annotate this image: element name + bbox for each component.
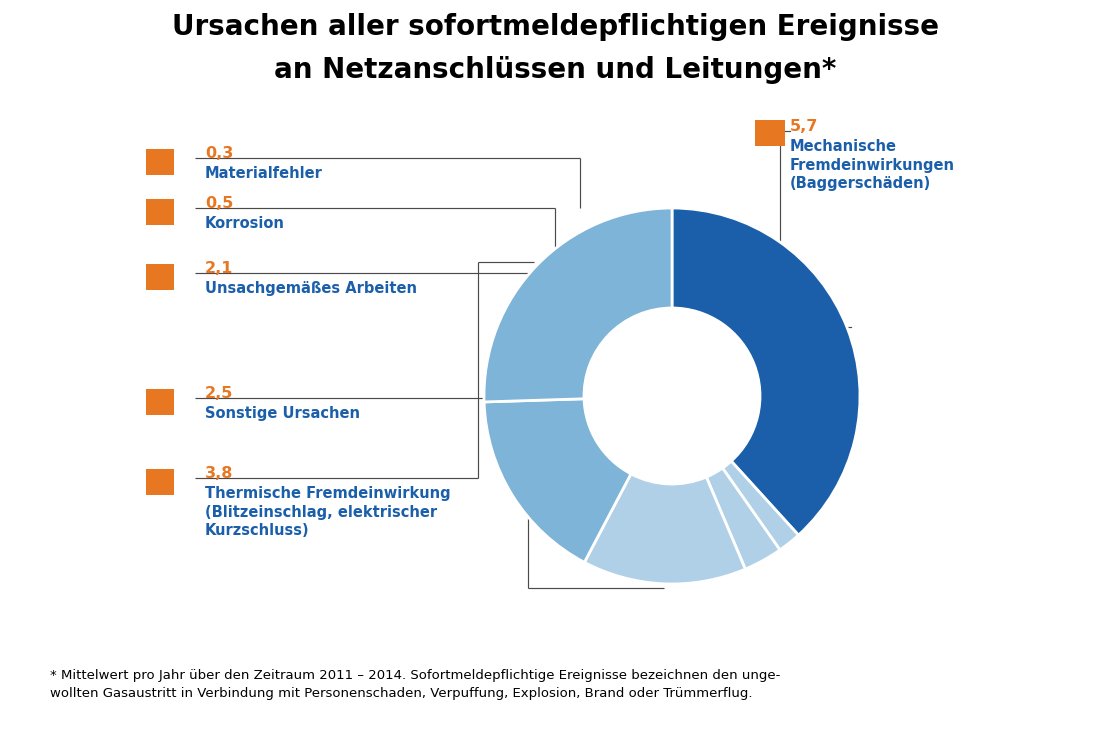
Text: an Netzanschlüssen und Leitungen*: an Netzanschlüssen und Leitungen* [273, 56, 837, 84]
Text: Mechanische
Fremdeinwirkungen
(Baggerschäden): Mechanische Fremdeinwirkungen (Baggersch… [790, 139, 955, 191]
Wedge shape [484, 208, 672, 402]
FancyBboxPatch shape [755, 120, 785, 146]
Wedge shape [584, 473, 745, 584]
Text: Unsachgemäßes Arbeiten: Unsachgemäßes Arbeiten [206, 281, 417, 296]
FancyBboxPatch shape [146, 389, 174, 415]
Text: 5,7: 5,7 [790, 119, 819, 134]
Text: 2,5: 2,5 [206, 386, 233, 401]
Text: 0,3: 0,3 [206, 146, 233, 161]
Text: Thermische Fremdeinwirkung
(Blitzeinschlag, elektrischer
Kurzschluss): Thermische Fremdeinwirkung (Blitzeinschl… [206, 486, 451, 538]
Text: * Mittelwert pro Jahr über den Zeitraum 2011 – 2014. Sofortmeldepflichtige Ereig: * Mittelwert pro Jahr über den Zeitraum … [50, 669, 780, 700]
FancyBboxPatch shape [146, 149, 174, 175]
Text: Materialfehler: Materialfehler [206, 166, 323, 181]
Text: Sonstige Ursachen: Sonstige Ursachen [206, 406, 360, 421]
Text: Ursachen aller sofortmeldepflichtigen Ereignisse: Ursachen aller sofortmeldepflichtigen Er… [171, 13, 939, 41]
Wedge shape [722, 461, 799, 550]
Wedge shape [707, 468, 780, 569]
Wedge shape [672, 208, 860, 535]
FancyBboxPatch shape [146, 264, 174, 290]
Text: 2,1: 2,1 [206, 261, 233, 276]
FancyBboxPatch shape [146, 469, 174, 495]
Text: 3,8: 3,8 [206, 466, 233, 481]
Text: 0,5: 0,5 [206, 196, 233, 211]
Wedge shape [484, 399, 631, 562]
Text: Korrosion: Korrosion [206, 216, 284, 231]
FancyBboxPatch shape [146, 199, 174, 225]
